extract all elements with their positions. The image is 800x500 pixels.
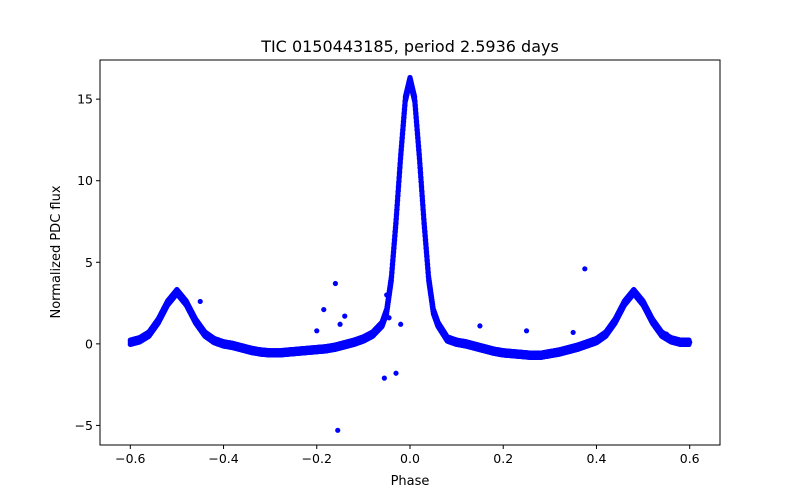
outlier-point-15 [523,328,530,334]
y-tick-label: 10 [77,173,93,188]
y-tick-label: 5 [85,255,93,270]
outlier-point-2 [321,306,327,313]
data-point-1514 [421,216,427,222]
outlier-point-7 [393,370,399,376]
data-point-1439 [413,106,419,112]
data-point-1523 [422,229,428,235]
data-point-1478 [417,160,423,167]
y-tick-label: 0 [85,336,93,351]
outlier-point-10 [582,266,588,272]
scatter-points [127,74,693,433]
data-point-1472 [416,151,422,157]
data-point-1517 [421,220,427,227]
data-point-1538 [424,249,430,255]
data-point-1484 [418,170,424,176]
data-point-1547 [425,261,431,267]
outlier-point-3 [337,321,343,327]
data-point-1505 [420,202,426,208]
data-point-1469 [416,147,422,153]
outlier-point-17 [663,331,669,337]
data-point-1433 [412,98,418,104]
data-point-1436 [412,102,418,108]
outlier-point-16 [570,329,576,336]
x-tick-label: −0.6 [115,451,145,466]
outlier-point-13 [314,328,320,334]
x-tick-label: −0.4 [208,451,238,466]
data-point-1553 [425,269,431,275]
y-tick-label: 15 [77,92,93,107]
data-point-1532 [423,241,429,247]
data-point-1550 [425,265,431,271]
outlier-point-9 [398,321,404,327]
outlier-point-0 [332,280,339,287]
data-point-1520 [422,224,428,231]
data-point-1511 [421,212,427,218]
x-axis-label: Phase [391,474,430,489]
outlier-point-1 [335,427,341,433]
data-point-1442 [413,110,419,116]
data-point-1508 [420,207,426,213]
data-point-1463 [415,139,421,145]
x-tick-label: 0.6 [680,451,700,466]
chart-title: TIC 0150443185, period 2.5936 days [260,37,559,56]
data-point-1475 [417,156,423,162]
data-point-1445 [413,114,419,121]
data-point-1490 [418,179,424,185]
outlier-point-8 [386,315,392,321]
data-point-1451 [414,122,420,129]
outlier-point-5 [381,375,387,381]
x-tick-label: 0.4 [587,451,607,466]
x-tick-label: 0.2 [493,451,513,466]
outlier-point-11 [624,298,630,305]
data-point-1526 [422,233,428,239]
data-point-1493 [419,184,425,190]
data-point-2772 [687,339,693,345]
data-point-1454 [414,127,420,133]
x-tick-label: −0.2 [302,451,332,466]
data-point-1541 [424,253,430,259]
outlier-point-4 [342,313,348,319]
data-point-1448 [414,118,420,125]
data-point-1502 [420,198,426,204]
outlier-point-6 [384,292,390,298]
y-axis-label: Normalized PDC flux [49,185,64,318]
data-point-1535 [423,245,429,251]
data-point-1544 [424,257,430,263]
data-point-1481 [417,165,423,171]
x-axis-ticks: −0.6 −0.4 −0.2 0.0 0.2 0.4 0.6 [115,445,700,466]
outlier-point-14 [477,323,483,329]
y-tick-label: −5 [75,418,93,433]
x-tick-label: 0.0 [400,451,420,466]
outlier-point-12 [197,298,203,305]
data-point-1430 [412,94,418,100]
data-point-1499 [419,193,425,199]
data-point-1460 [415,135,421,141]
data-point-1529 [423,237,429,243]
data-point-1487 [418,174,424,181]
y-axis-ticks: −5 0 5 10 15 [75,92,100,433]
data-point-1457 [415,131,421,137]
data-point-1466 [416,143,422,149]
data-point-1496 [419,188,425,195]
